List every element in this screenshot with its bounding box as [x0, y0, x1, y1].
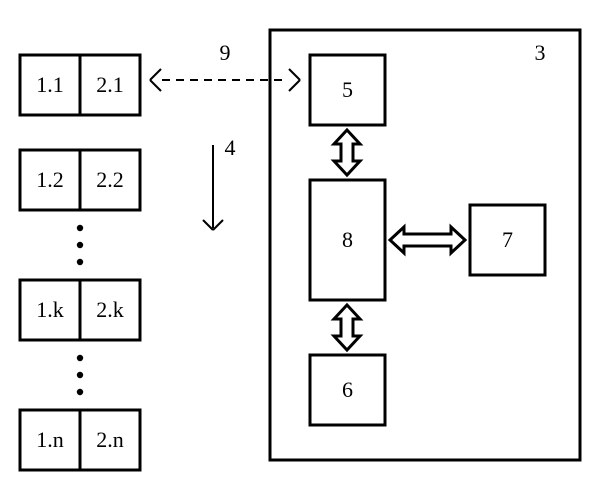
node-n8-label: 8: [342, 227, 353, 252]
label-9: 9: [220, 40, 231, 65]
container-3-label: 3: [535, 40, 546, 65]
ellipsis-1-dot-2: [77, 389, 83, 395]
pair-3-right-label: 2.n: [96, 427, 124, 452]
pair-1-right-label: 2.2: [96, 167, 124, 192]
ellipsis-0-dot-2: [77, 259, 83, 265]
ellipsis-1-dot-1: [77, 372, 83, 378]
pair-3-left-label: 1.n: [36, 427, 64, 452]
ellipsis-1-dot-0: [77, 355, 83, 361]
node-n6-label: 6: [342, 377, 353, 402]
pair-1-left-label: 1.2: [36, 167, 64, 192]
ellipsis-0-dot-0: [77, 225, 83, 231]
pair-2-right-label: 2.k: [96, 297, 124, 322]
pair-0-right-label: 2.1: [96, 72, 124, 97]
pair-2-left-label: 1.k: [36, 297, 64, 322]
label-4: 4: [225, 135, 236, 160]
node-n5-label: 5: [342, 77, 353, 102]
pair-0-left-label: 1.1: [36, 72, 64, 97]
node-n7-label: 7: [502, 227, 513, 252]
ellipsis-0-dot-1: [77, 242, 83, 248]
